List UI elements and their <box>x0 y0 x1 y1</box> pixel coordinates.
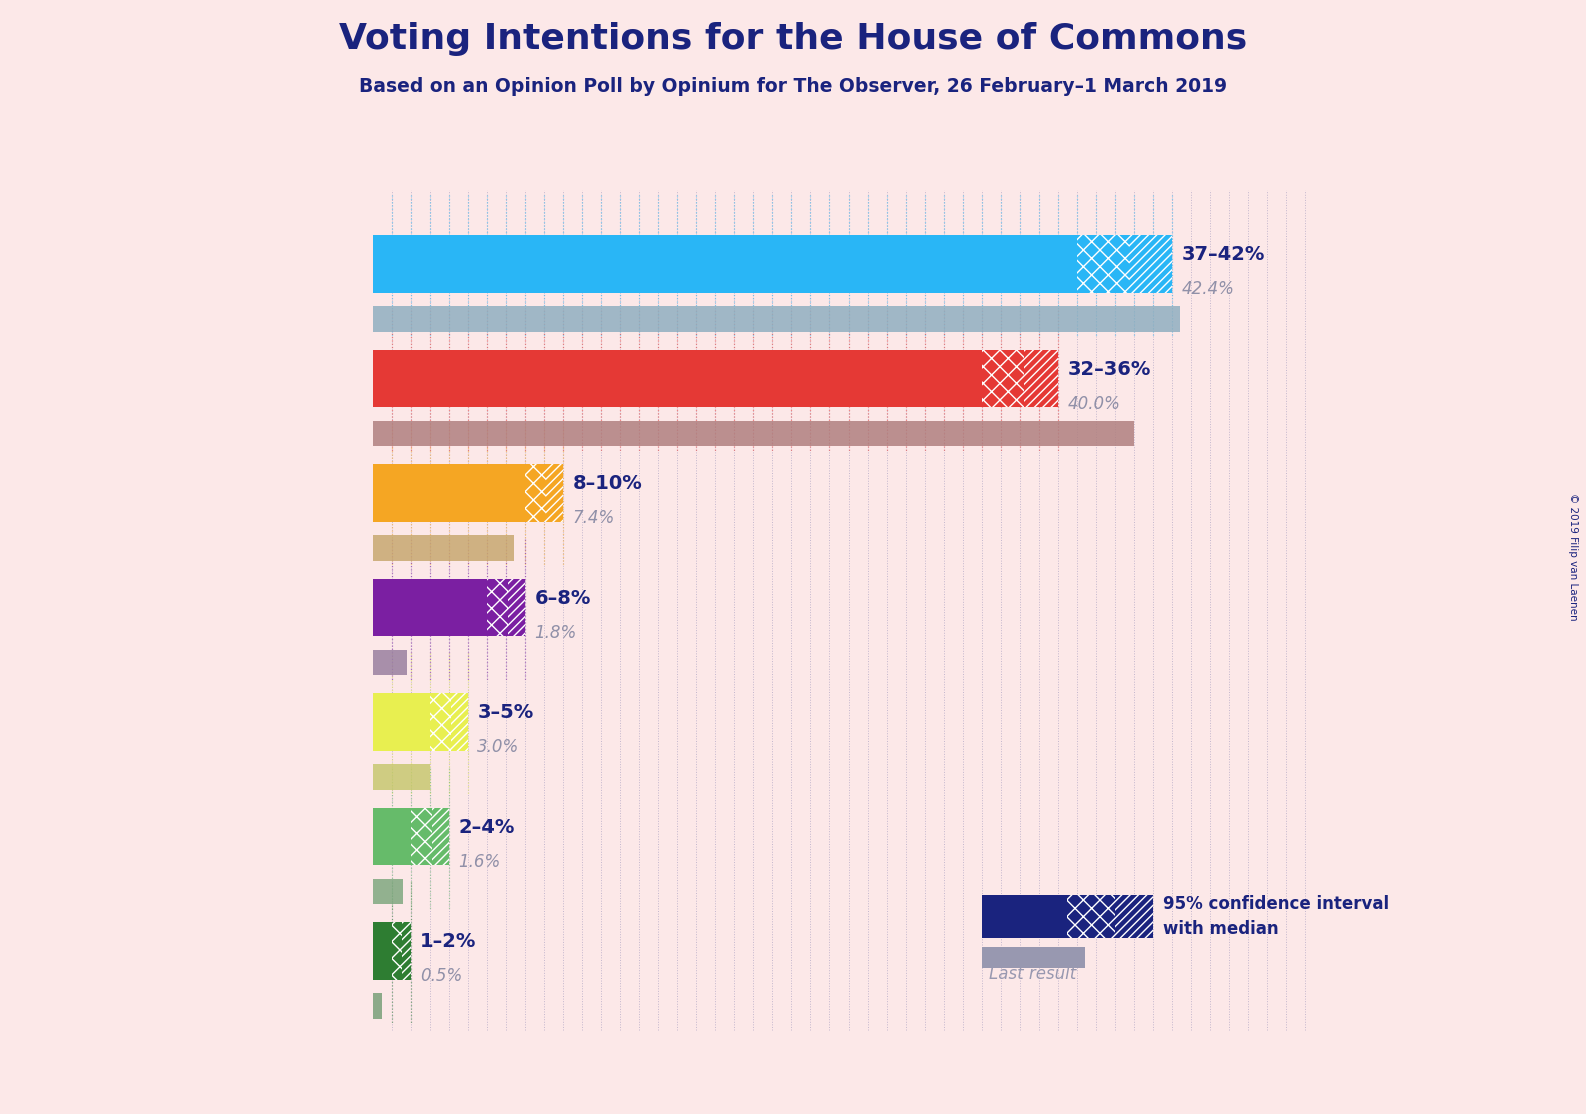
Bar <box>373 879 403 905</box>
Bar <box>373 306 1180 332</box>
Bar <box>373 994 382 1018</box>
Bar <box>525 465 546 521</box>
Text: 95% confidence interval
with median: 95% confidence interval with median <box>1163 896 1389 938</box>
Bar <box>546 465 563 521</box>
Text: © 2019 Filip van Laenen: © 2019 Filip van Laenen <box>1569 494 1578 620</box>
Bar <box>373 808 411 866</box>
Bar <box>373 465 525 521</box>
Bar <box>1115 895 1153 938</box>
Bar <box>1023 350 1058 408</box>
Text: Voting Intentions for the House of Commons: Voting Intentions for the House of Commo… <box>339 22 1247 56</box>
Bar <box>373 764 430 790</box>
Bar <box>508 579 525 636</box>
Text: 8–10%: 8–10% <box>573 475 642 494</box>
Text: 6–8%: 6–8% <box>534 589 592 608</box>
Bar <box>487 579 508 636</box>
Bar <box>373 693 430 751</box>
Bar <box>1129 235 1172 293</box>
Text: 0.5%: 0.5% <box>420 967 463 985</box>
Bar <box>373 922 392 979</box>
Text: 1–2%: 1–2% <box>420 932 477 951</box>
Text: 7.4%: 7.4% <box>573 509 615 527</box>
Bar <box>373 421 1134 446</box>
Bar <box>450 693 468 751</box>
Bar <box>411 808 431 866</box>
Text: 1.6%: 1.6% <box>458 852 501 871</box>
Bar <box>431 808 449 866</box>
Bar <box>373 649 408 675</box>
Bar <box>1077 235 1129 293</box>
Text: 1.8%: 1.8% <box>534 624 577 642</box>
Text: Last result: Last result <box>990 965 1077 983</box>
Text: 42.4%: 42.4% <box>1182 281 1234 299</box>
Bar <box>373 536 514 560</box>
Bar <box>403 922 411 979</box>
Bar <box>1067 895 1115 938</box>
Text: 3–5%: 3–5% <box>477 703 533 722</box>
Bar <box>982 947 1085 968</box>
Text: 32–36%: 32–36% <box>1067 360 1151 379</box>
Text: Based on an Opinion Poll by Opinium for The Observer, 26 February–1 March 2019: Based on an Opinion Poll by Opinium for … <box>358 77 1228 97</box>
Bar <box>982 895 1067 938</box>
Bar <box>982 350 1023 408</box>
Text: 40.0%: 40.0% <box>1067 394 1120 413</box>
Bar <box>373 235 1077 293</box>
Text: 2–4%: 2–4% <box>458 818 515 837</box>
Bar <box>373 579 487 636</box>
Bar <box>392 922 403 979</box>
Text: 3.0%: 3.0% <box>477 739 520 756</box>
Bar <box>430 693 450 751</box>
Bar <box>373 350 982 408</box>
Text: 37–42%: 37–42% <box>1182 245 1266 264</box>
